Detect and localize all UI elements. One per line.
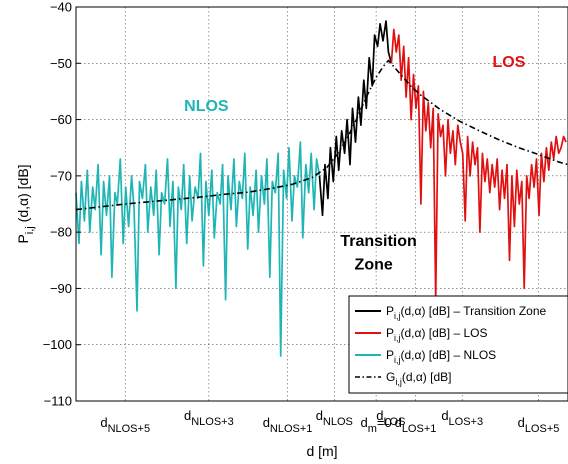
y-tick-label: −40 — [50, 0, 72, 15]
legend-box — [348, 295, 568, 394]
series-line-envelope — [75, 59, 568, 211]
y-tick-label: −100 — [43, 337, 72, 352]
x-axis-title: d [m] — [306, 443, 337, 459]
y-axis: −110 −100 −90 −80 −70 −60 −50 −40 — [43, 0, 81, 409]
annotation-text: Transition — [340, 233, 416, 250]
x-tick-label: dLOS+5 — [518, 415, 560, 435]
annotations: NLOS LOS Transition Zone — [184, 54, 526, 273]
y-tick-label: −80 — [50, 225, 72, 240]
x-tick-label: dNLOS+3 — [184, 408, 234, 428]
x-tick-label: dNLOS+5 — [100, 415, 150, 435]
series-line-nlos — [75, 141, 321, 357]
y-axis-title: Pi,j (d,α) [dB] — [15, 164, 36, 243]
x-tick-label: dm=0 — [361, 415, 392, 435]
x-tick-label: dLOS — [376, 408, 405, 428]
y-axis-title-text: Pi,j (d,α) [dB] — [15, 164, 36, 243]
y-tick-label: −60 — [50, 112, 72, 127]
x-tick-label: dLOS+3 — [441, 408, 483, 428]
annotation-text: Zone — [355, 256, 393, 273]
legend-label: Gi,j(d,α) [dB] — [386, 370, 451, 387]
legend-label: Pi,j(d,α) [dB] – Transition Zone — [386, 304, 547, 321]
y-tick-label: −50 — [50, 56, 72, 71]
x-tick-label: dNLOS — [316, 408, 353, 428]
y-tick-label: −90 — [50, 281, 72, 296]
y-tick-label: −70 — [50, 168, 72, 183]
series-line-transition — [318, 20, 393, 217]
y-tick-label: −110 — [44, 394, 72, 409]
series-layer — [75, 20, 568, 357]
annotation-text: NLOS — [184, 98, 229, 115]
x-tick-label: dLOS+1 — [395, 415, 437, 435]
x-tick-label: dNLOS+1 — [263, 415, 313, 435]
legend-label: Pi,j(d,α) [dB] – LOS — [386, 326, 488, 343]
legend: Pi,j(d,α) [dB] – Transition Zone Pi,j(d,α… — [348, 295, 568, 394]
plot-frame — [75, 6, 568, 402]
series-line-los — [390, 28, 567, 301]
legend-label: Pi,j(d,α) [dB] – NLOS — [386, 348, 496, 365]
annotation-text: LOS — [493, 54, 526, 71]
